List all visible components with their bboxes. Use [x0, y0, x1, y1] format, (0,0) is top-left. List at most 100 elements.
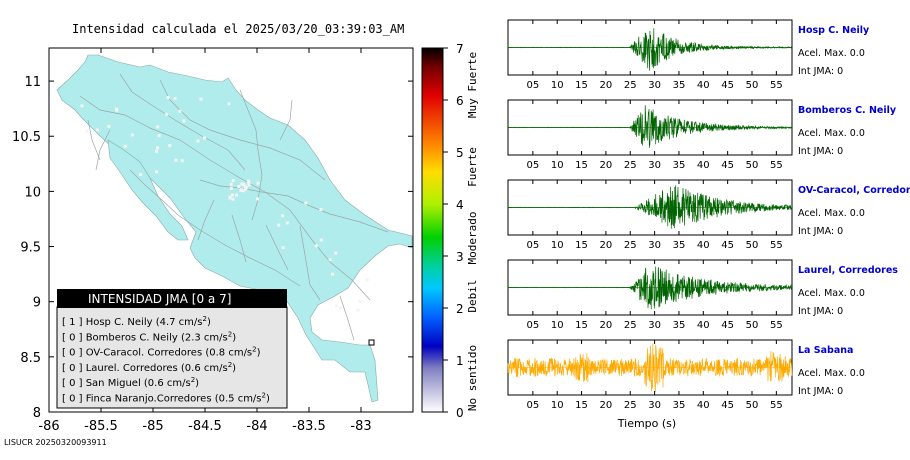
legend-item: [ 0 ] San Miguel (0.6 cm/s2)	[62, 376, 199, 389]
colorbar-tick-label: 6	[456, 94, 464, 108]
trace-tick-label: 35	[673, 400, 686, 411]
trace-tick-label: 10	[551, 240, 564, 251]
city-marker	[229, 182, 233, 186]
station-max-accel: Acel. Max. 0.0	[798, 128, 865, 139]
city-marker	[243, 187, 247, 191]
city-marker	[328, 258, 332, 262]
trace-tick-label: 25	[624, 160, 637, 171]
city-marker	[281, 245, 285, 249]
city-marker	[239, 189, 243, 193]
trace-panel: 05 10 15 20 25 30 35 40 45 50 55 La Sabana Acel. Max…	[507, 339, 865, 411]
city-marker	[247, 181, 251, 185]
legend-items: [ 1 ] Hosp C. Neily (4.7 cm/s2) [ 0 ] Bom…	[62, 315, 270, 405]
nicoya-peninsula	[107, 139, 189, 241]
city-marker	[256, 181, 260, 185]
trace-tick-label: 20	[600, 160, 613, 171]
map-x-axis: -86 -85.5 -85 -84.5 -84 -83.5 -83	[38, 48, 372, 434]
colorbar-label: Debil	[466, 279, 479, 312]
trace-tick-label: 30	[648, 400, 661, 411]
city-marker	[241, 189, 245, 193]
city-markers	[80, 96, 369, 312]
trace-tick-label: 15	[575, 400, 588, 411]
traces-xlabel: Tiempo (s)	[617, 417, 676, 430]
colorbar-tick-label: 0	[456, 406, 464, 420]
colorbar-label: Muy Fuerte	[466, 52, 479, 118]
legend-title: INTENSIDAD JMA [0 a 7]	[88, 292, 231, 306]
trace-tick-label: 55	[770, 320, 783, 331]
city-marker	[247, 183, 251, 187]
city-marker	[356, 308, 360, 312]
trace-tick-label: 40	[697, 320, 710, 331]
trace-panel: 05 10 15 20 25 30 35 40 45 50 55 Bomberos C. Neily A…	[507, 99, 897, 171]
city-marker	[230, 193, 234, 197]
station-name: Hosp C. Neily	[798, 25, 870, 36]
trace-tick-label: 30	[648, 80, 661, 91]
trace-waveform	[507, 105, 793, 148]
trace-tick-label: 20	[600, 320, 613, 331]
trace-tick-label: 45	[721, 240, 734, 251]
map-y-tick-label: 10.5	[12, 130, 41, 145]
city-marker	[314, 244, 318, 248]
trace-tick-label: 10	[551, 320, 564, 331]
trace-tick-label: 20	[600, 400, 613, 411]
city-marker	[229, 186, 233, 190]
trace-waveform	[507, 266, 793, 310]
trace-tick-label: 20	[600, 240, 613, 251]
station-jma: Int JMA: 0	[798, 386, 843, 397]
trace-tick-label: 45	[721, 400, 734, 411]
legend-item: [ 0 ] Finca Naranjo.Corredores (0.5 cm/s…	[62, 392, 270, 405]
city-marker	[196, 139, 200, 143]
intensity-legend: INTENSIDAD JMA [0 a 7] [ 1 ] Hosp C. Nei…	[56, 289, 288, 409]
city-marker	[202, 136, 206, 140]
colorbar-tick-label: 2	[456, 302, 464, 316]
city-marker	[96, 128, 100, 132]
city-marker	[85, 129, 89, 133]
city-marker	[180, 159, 184, 163]
city-marker	[365, 278, 369, 282]
city-marker	[285, 221, 289, 225]
trace-tick-label: 25	[624, 400, 637, 411]
city-marker	[231, 197, 235, 201]
legend-item: [ 0 ] Laurel. Corredores (0.6 cm/s2)	[62, 361, 236, 374]
map-title: Intensidad calculada el 2025/03/20_03:39…	[72, 22, 405, 36]
city-marker	[115, 108, 119, 112]
trace-panel: 05 10 15 20 25 30 35 40 45 50 55 Hosp C. Neily Acel.…	[507, 19, 870, 91]
city-marker	[277, 223, 281, 227]
trace-tick-label: 20	[600, 80, 613, 91]
trace-tick-label: 35	[673, 80, 686, 91]
footer-id: LISUCR 20250320093911	[4, 438, 107, 447]
trace-tick-label: 10	[551, 400, 564, 411]
trace-tick-label: 25	[624, 240, 637, 251]
trace-tick-label: 30	[648, 160, 661, 171]
station-jma: Int JMA: 0	[798, 66, 843, 77]
map-y-tick-label: 9	[33, 296, 41, 311]
city-marker	[168, 144, 172, 148]
trace-tick-label: 50	[746, 160, 759, 171]
station-jma: Int JMA: 0	[798, 146, 843, 157]
trace-tick-label: 40	[697, 400, 710, 411]
colorbar-gradient	[421, 47, 444, 413]
trace-tick-label: 55	[770, 240, 783, 251]
city-marker	[199, 97, 203, 101]
station-max-accel: Acel. Max. 0.0	[798, 48, 865, 59]
trace-panel: 05 10 15 20 25 30 35 40 45 50 55 Laurel, Corredores…	[507, 259, 898, 331]
trace-tick-label: 25	[624, 80, 637, 91]
legend-item: [ 0 ] Bomberos C. Neily (2.3 cm/s2)	[62, 330, 236, 343]
city-marker	[165, 112, 169, 116]
city-marker	[244, 186, 248, 190]
station-jma: Int JMA: 0	[798, 306, 843, 317]
city-marker	[174, 158, 178, 162]
station-marker	[368, 339, 375, 346]
trace-tick-label: 30	[648, 240, 661, 251]
map-x-tick-label: -84	[246, 419, 267, 434]
trace-tick-label: 10	[551, 80, 564, 91]
station-name: OV-Caracol, Corredores	[798, 185, 910, 196]
city-marker	[243, 184, 247, 188]
trace-tick-label: 45	[721, 80, 734, 91]
city-marker	[247, 179, 251, 183]
map-y-tick-label: 9.5	[20, 241, 41, 256]
colorbar-labels: Muy Fuerte Fuerte Moderado Debil No sentido	[466, 52, 479, 411]
map-y-tick-label: 8	[33, 406, 41, 421]
city-marker	[231, 179, 235, 183]
city-marker	[157, 134, 161, 138]
